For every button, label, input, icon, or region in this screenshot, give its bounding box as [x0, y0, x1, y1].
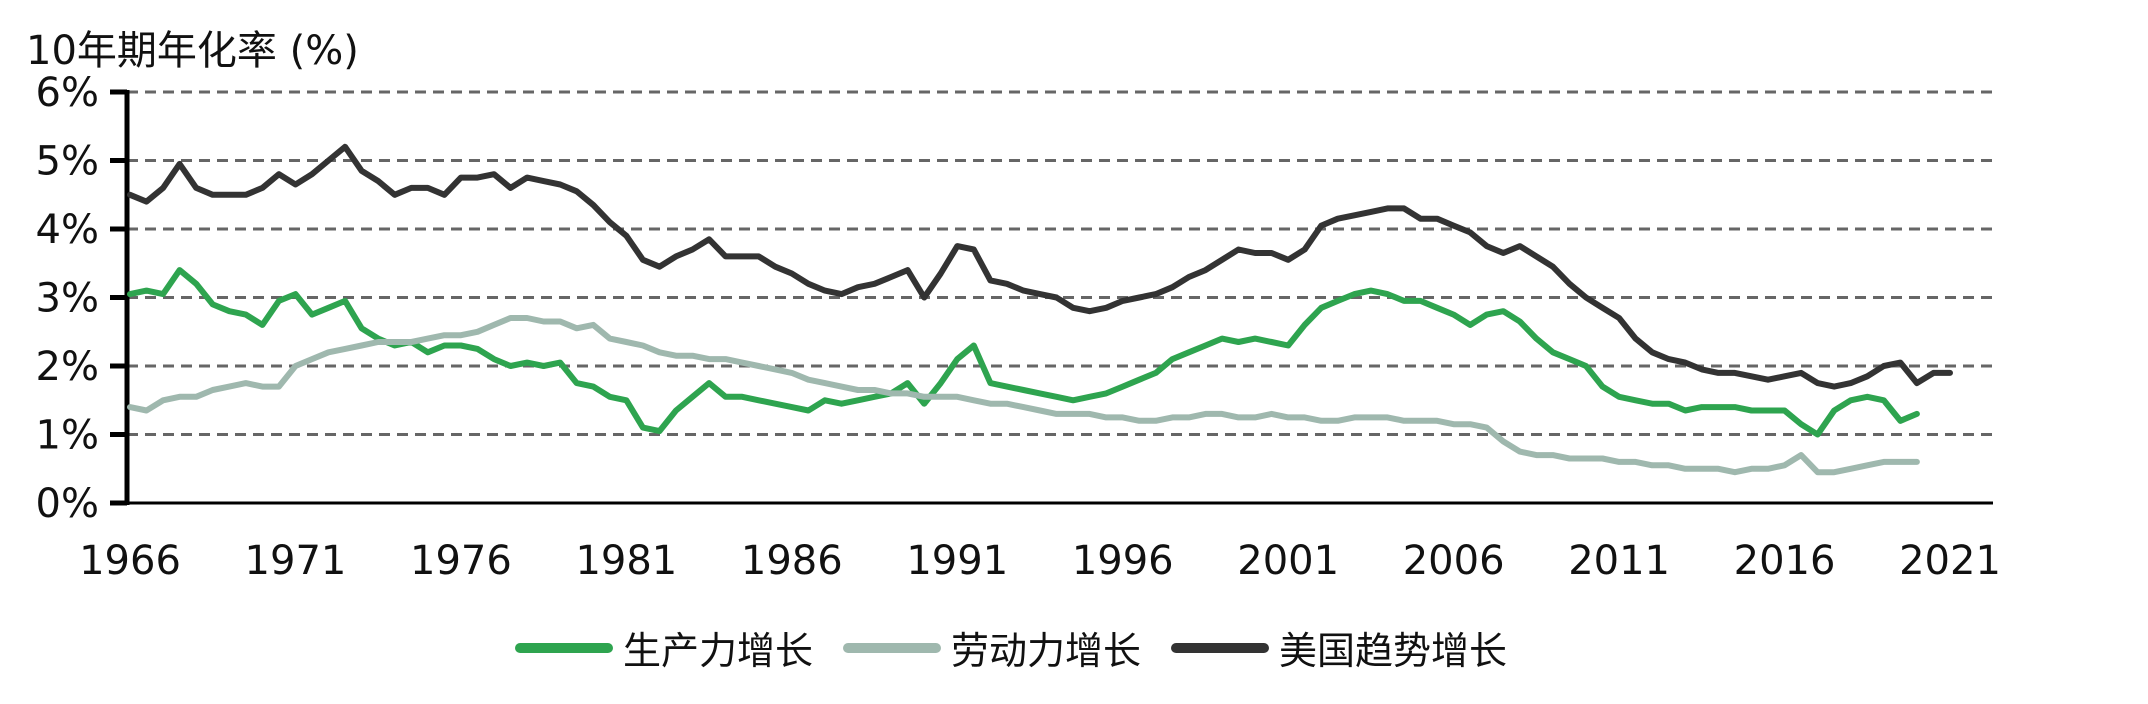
legend-label: 生产力增长: [623, 629, 814, 673]
x-tick-label: 1971: [245, 538, 347, 584]
legend-item-trend: 美国趋势增长: [1171, 620, 1507, 675]
y-tick-label: 5%: [36, 139, 99, 185]
legend-item-labor: 劳动力增长: [843, 620, 1141, 675]
series-line: [127, 267, 1920, 438]
y-tick-label: 3%: [36, 276, 99, 322]
legend-swatch-icon: [843, 642, 942, 653]
chart-title: 10年期年化率 (%): [26, 28, 359, 74]
x-tick-label: 1981: [575, 538, 677, 584]
x-tick-label: 2001: [1237, 538, 1339, 584]
x-tick-label: 1991: [906, 538, 1008, 584]
y-tick-label: 4%: [36, 207, 99, 253]
legend-swatch-icon: [515, 642, 613, 653]
x-tick-label: 1996: [1072, 538, 1174, 584]
y-tick-label: 2%: [36, 344, 99, 390]
x-tick-label: 2006: [1403, 538, 1505, 584]
x-tick-label: 2016: [1734, 538, 1836, 584]
legend-item-productivity: 生产力增长: [515, 620, 813, 675]
x-tick-label: 2011: [1568, 538, 1670, 584]
legend: 生产力增长 劳动力增长 美国趋势增长: [515, 620, 1537, 675]
legend-swatch-icon: [1171, 642, 1270, 653]
y-tick-label: 6%: [36, 70, 99, 116]
y-tick-label: 0%: [36, 481, 99, 527]
x-tick-label: 1976: [410, 538, 512, 584]
x-tick-label: 2021: [1899, 538, 2001, 584]
gridlines: [127, 90, 1993, 436]
x-tick-label: 1986: [741, 538, 843, 584]
y-tick-label: 1%: [36, 413, 99, 459]
x-tick-label: 1966: [79, 538, 181, 584]
series-line: [127, 143, 1953, 390]
legend-label: 美国趋势增长: [1279, 629, 1508, 673]
axes: 0% 1% 2% 3% 4% 5% 6% 1966 1971 1976 1981 1986 1991 19…: [36, 70, 2001, 584]
series-lines: [127, 143, 1953, 476]
series-line: [127, 315, 1920, 476]
legend-label: 劳动力增长: [951, 629, 1142, 673]
